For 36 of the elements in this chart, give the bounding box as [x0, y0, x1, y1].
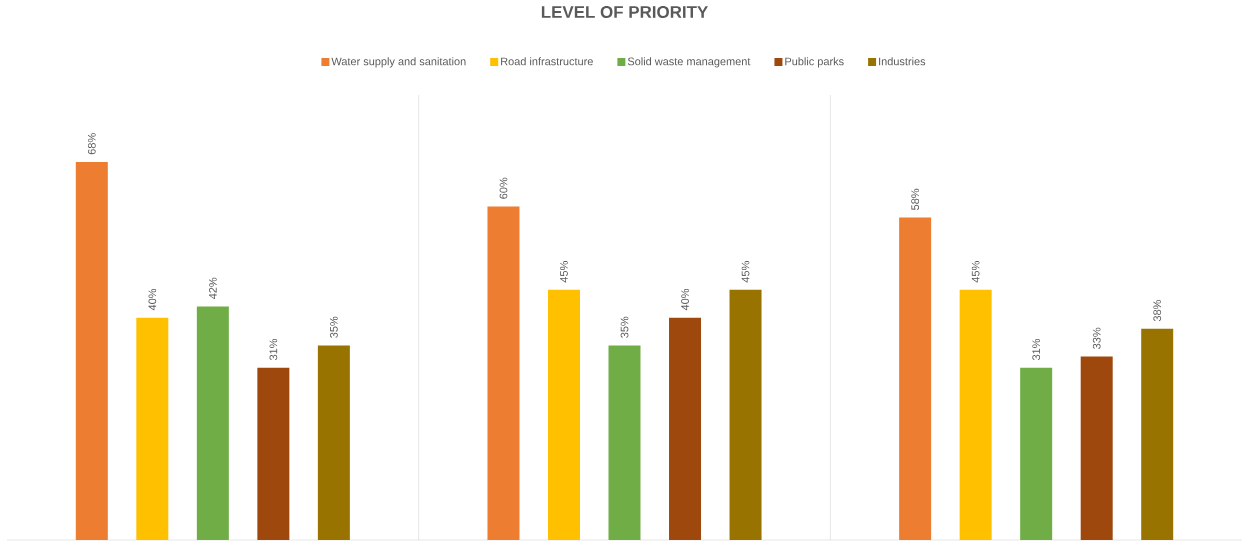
legend-label: Industries [879, 57, 926, 66]
bar [75, 162, 108, 540]
bar [547, 289, 580, 540]
bar [608, 345, 641, 540]
bar [899, 217, 932, 540]
chart-title: LEVEL OF PRIORITY [541, 6, 708, 19]
data-label: 45% [971, 261, 980, 283]
bar [317, 345, 350, 540]
legend-label: Public parks [785, 57, 844, 68]
data-label: 33% [1092, 327, 1101, 349]
bar [487, 206, 520, 540]
data-label: 35% [330, 316, 338, 338]
bar [196, 306, 229, 540]
legend-label: Solid waste management [627, 57, 751, 68]
data-label: 40% [681, 288, 689, 311]
data-label: 60% [499, 177, 508, 199]
data-label: 40% [148, 288, 157, 311]
legend-label: Water supply and sanitation [331, 57, 466, 68]
bar [1020, 367, 1053, 540]
bar [1141, 328, 1174, 540]
data-label: 58% [911, 188, 920, 210]
data-label: 35% [620, 316, 629, 338]
data-label: 42% [208, 277, 217, 300]
bar [959, 289, 992, 540]
bar [257, 367, 290, 540]
data-label: 45% [741, 261, 750, 283]
data-label: 45% [560, 261, 568, 283]
legend-label: Road infrastructure [501, 57, 593, 66]
bar [729, 289, 762, 540]
data-label: 31% [269, 338, 278, 361]
bar [136, 317, 169, 540]
data-label: 68% [87, 133, 96, 155]
data-label: 31% [1032, 338, 1041, 361]
data-label: 38% [1153, 300, 1162, 322]
bar [1080, 356, 1113, 540]
bar [669, 317, 702, 540]
